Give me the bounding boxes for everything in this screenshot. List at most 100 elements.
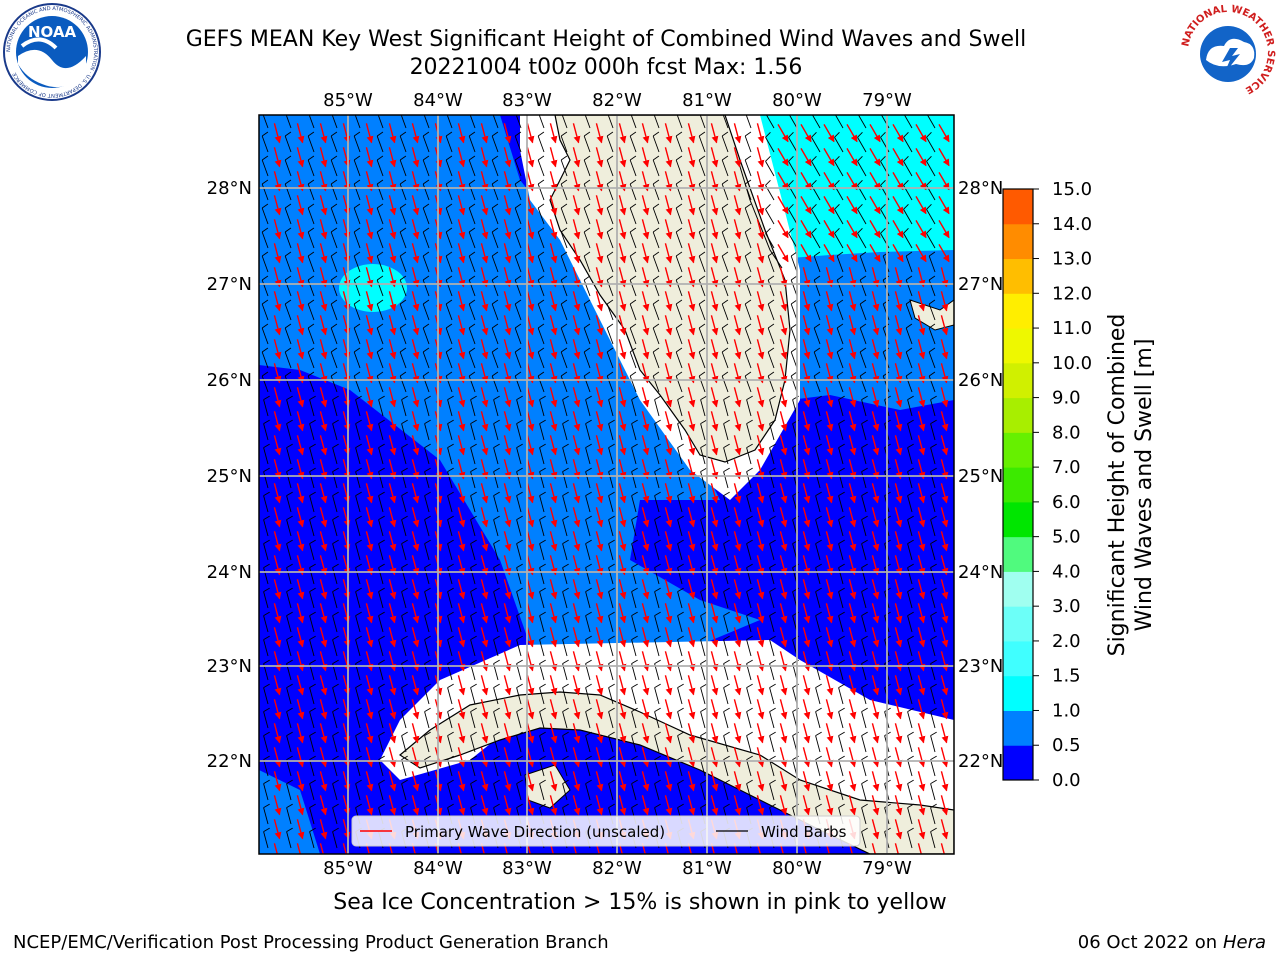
wind-barb-flag [355,395,362,400]
wind-barb [765,233,775,249]
wind-barb-flag [514,251,522,257]
wind-barb-flag [560,275,568,281]
lat-label-right: 24°N [958,562,1003,583]
wind-barb [629,135,637,153]
wind-barb-flag [447,491,454,496]
wind-barb [470,423,476,441]
wind-barb [815,519,821,537]
wind-barb [422,207,430,225]
wind-barb-flag [675,323,683,329]
lat-labels-left: 28°N 27°N 26°N 25°N 24°N 23°N 22°N [207,178,252,772]
colorbar-tick-label: 3.0 [1052,596,1081,617]
wind-barb-flag [562,515,569,520]
wind-barb [815,495,821,513]
wind-barb [905,327,913,345]
wind-barb-flag [493,611,500,616]
wind-barb-flag [493,467,500,472]
wind-barb [585,423,591,441]
wind-barb [930,423,936,441]
wind-barb-flag [790,347,798,353]
wind-barb [815,567,821,585]
wind-barb-flag [677,683,684,688]
wind-barb [631,591,637,609]
wind-barb [562,471,568,489]
wind-barb [399,231,407,249]
wind-barb [309,519,315,537]
wind-barb [560,303,568,321]
wind-barb [746,639,752,657]
wind-barb [721,231,729,249]
wind-barb-flag [263,539,270,544]
wind-barb-flag [838,419,845,424]
wind-barb-flag [330,251,338,257]
wind-barb [629,351,637,369]
wind-barb-flag [907,443,914,448]
wind-barb-flag [309,587,316,592]
wind-barb-flag [539,515,546,520]
wind-barb-flag [608,539,615,544]
wind-barb [930,591,936,609]
wind-barb-flag [930,587,937,592]
wind-barb [723,471,729,489]
wind-barb [491,159,499,177]
wind-barb [401,423,407,441]
wind-barb-flag [677,419,684,424]
wind-barb [608,543,614,561]
wind-barb [447,711,453,729]
wind-barb-flag [930,419,937,424]
wind-barb [470,495,476,513]
wind-barb-flag [675,371,683,377]
wind-barb-flag [353,371,361,377]
wind-barb-flag [746,587,753,592]
wind-barb [675,255,683,273]
wind-barb-flag [698,131,706,137]
wind-barb [721,135,729,153]
wind-barb-flag [677,395,684,400]
wind-barb-flag [769,563,776,568]
wind-barb-flag [516,539,523,544]
wind-barb [859,303,867,321]
wind-barb [629,375,637,393]
wind-barb [654,447,660,465]
wind-barb [516,447,522,465]
wind-barb-flag [585,683,592,688]
wind-barb [516,399,522,417]
wind-barb-flag [493,443,500,448]
wind-barb-flag [698,179,706,185]
wind-barb-flag [445,179,453,185]
wind-barb [378,447,384,465]
wind-barb [859,351,867,369]
lon-labels-top: 85°W 84°W 83°W 82°W 81°W 80°W 79°W [323,90,912,111]
wind-barb-flag [468,179,476,185]
lat-label-left: 24°N [207,562,252,583]
wind-barb-flag [930,395,937,400]
wind-barb-flag [378,395,385,400]
wind-barb [631,495,637,513]
wind-barb [882,255,890,273]
wind-barb [353,351,361,369]
wind-barb-flag [424,635,431,640]
wind-barb [857,161,867,177]
wind-barb [493,543,499,561]
wind-barb-flag [261,323,269,329]
wind-barb-flag [700,443,707,448]
wind-barb-flag [905,299,913,305]
wind-barb [861,471,867,489]
wind-barb-flag [930,659,937,664]
wind-barb [284,303,292,321]
wind-barb-flag [401,587,408,592]
wind-barb [721,279,729,297]
wind-barb [836,327,844,345]
wind-barb [926,137,936,153]
wind-barb-flag [857,156,863,162]
wind-barb [562,687,568,705]
wind-barb-flag [307,371,315,377]
wind-barb-flag [355,587,362,592]
wind-barb [539,423,545,441]
wind-barb-flag [723,515,730,520]
wind-barb-flag [769,659,776,664]
wind-barb-flag [307,299,315,305]
wind-barb [447,423,453,441]
lat-label-right: 23°N [958,656,1003,677]
wind-barb-flag [516,491,523,496]
